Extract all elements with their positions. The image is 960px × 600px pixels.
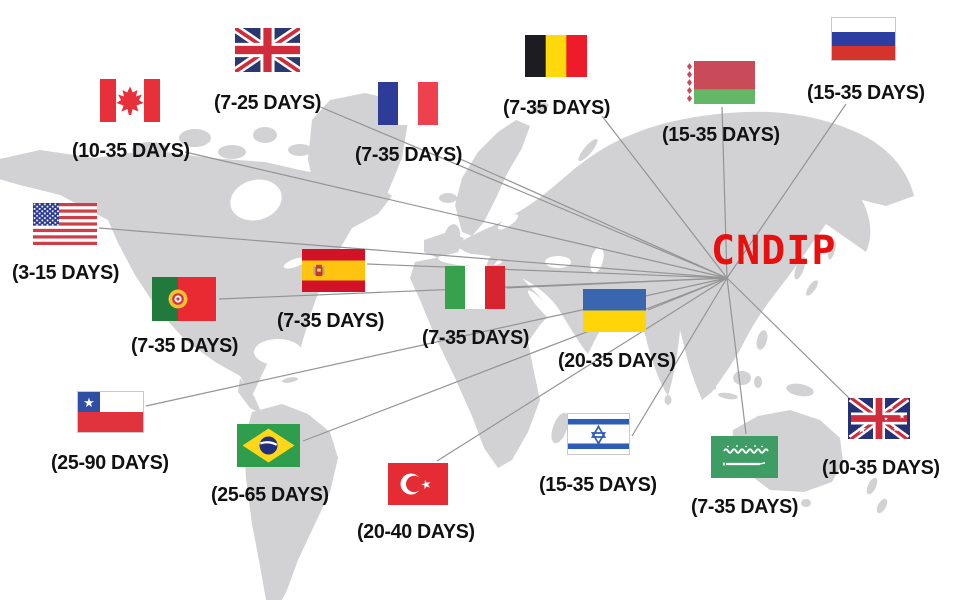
continents bbox=[0, 93, 914, 600]
brazil-flag bbox=[237, 424, 300, 467]
belgium-flag bbox=[525, 35, 587, 77]
ukraine-flag bbox=[583, 289, 646, 332]
route-line bbox=[721, 106, 728, 279]
route-line bbox=[317, 105, 728, 279]
svg-text:★: ★ bbox=[884, 417, 889, 423]
svg-text:★: ★ bbox=[899, 413, 905, 421]
shipping-days-uk: (7-25 DAYS) bbox=[214, 92, 322, 114]
portugal-flag-art bbox=[152, 277, 216, 321]
usa-flag-art bbox=[33, 203, 97, 245]
brazil-flag-art bbox=[237, 424, 300, 467]
route-line bbox=[726, 277, 852, 401]
france-flag-art bbox=[378, 82, 438, 125]
route-line bbox=[302, 277, 728, 442]
ukraine-flag-art bbox=[583, 289, 646, 332]
australia-flag-art: ★ ★ ★ ★ ★ bbox=[848, 398, 910, 439]
svg-text:★: ★ bbox=[892, 425, 899, 434]
russia-flag bbox=[832, 18, 895, 60]
route-line bbox=[184, 151, 728, 279]
svg-text:★: ★ bbox=[857, 423, 867, 436]
svg-text:★: ★ bbox=[83, 396, 95, 411]
chile-flag-art: ★ bbox=[78, 392, 143, 432]
shipping-days-russia: (15-35 DAYS) bbox=[807, 82, 925, 104]
seas bbox=[230, 179, 615, 365]
france-flag bbox=[378, 82, 438, 125]
route-line bbox=[726, 103, 847, 279]
route-line bbox=[631, 277, 728, 437]
svg-text:★: ★ bbox=[419, 476, 433, 492]
shipping-days-france: (7-35 DAYS) bbox=[355, 144, 463, 166]
shipping-days-chile: (25-90 DAYS) bbox=[51, 452, 169, 474]
belarus-flag bbox=[685, 61, 755, 104]
route-line bbox=[726, 277, 747, 435]
israel-flag-art bbox=[568, 414, 629, 454]
uk-flag bbox=[235, 28, 300, 72]
russia-flag-art bbox=[832, 18, 895, 60]
shipping-days-ukraine: (20-35 DAYS) bbox=[558, 350, 676, 372]
australia-flag: ★ ★ ★ ★ ★ bbox=[848, 398, 910, 439]
shipping-days-australia: (10-35 DAYS) bbox=[822, 457, 940, 479]
islands bbox=[282, 193, 888, 514]
shipping-days-israel: (15-35 DAYS) bbox=[539, 474, 657, 496]
shipping-days-spain: (7-35 DAYS) bbox=[277, 310, 385, 332]
shipping-days-canada: (10-35 DAYS) bbox=[72, 140, 190, 162]
chile-flag: ★ bbox=[78, 392, 143, 432]
saudi-arabia-flag-art bbox=[711, 436, 778, 478]
shipping-days-usa: (3-15 DAYS) bbox=[12, 262, 120, 284]
saudi-arabia-flag bbox=[711, 436, 778, 478]
belarus-flag-art bbox=[685, 61, 755, 104]
turkey-flag: ★ bbox=[388, 463, 448, 505]
usa-flag bbox=[33, 203, 97, 245]
shipping-days-portugal: (7-35 DAYS) bbox=[131, 335, 239, 357]
spain-flag-art bbox=[302, 249, 365, 292]
italy-flag bbox=[445, 266, 505, 309]
shipping-days-saudi: (7-35 DAYS) bbox=[691, 496, 799, 518]
route-line bbox=[457, 157, 728, 279]
route-line bbox=[98, 227, 728, 279]
route-lines bbox=[98, 103, 852, 462]
uk-flag-art bbox=[235, 28, 300, 72]
route-line bbox=[601, 115, 728, 279]
israel-flag bbox=[568, 414, 629, 454]
brand-cndip: CNDIP bbox=[711, 228, 837, 274]
route-line bbox=[436, 277, 728, 462]
belgium-flag-art bbox=[525, 35, 587, 77]
route-line bbox=[506, 277, 728, 289]
shipping-days-belarus: (15-35 DAYS) bbox=[662, 124, 780, 146]
shipping-days-turkey: (20-40 DAYS) bbox=[357, 521, 475, 543]
canada-flag bbox=[100, 79, 160, 122]
shipping-days-belgium: (7-35 DAYS) bbox=[503, 97, 611, 119]
portugal-flag bbox=[152, 277, 216, 321]
svg-text:★: ★ bbox=[888, 404, 894, 412]
spain-flag bbox=[302, 249, 365, 292]
shipping-days-brazil: (25-65 DAYS) bbox=[211, 484, 329, 506]
turkey-flag-art: ★ bbox=[388, 463, 448, 505]
italy-flag-art bbox=[445, 266, 505, 309]
route-line bbox=[366, 263, 728, 279]
canada-flag-art bbox=[100, 79, 160, 122]
shipping-days-italy: (7-35 DAYS) bbox=[422, 327, 530, 349]
